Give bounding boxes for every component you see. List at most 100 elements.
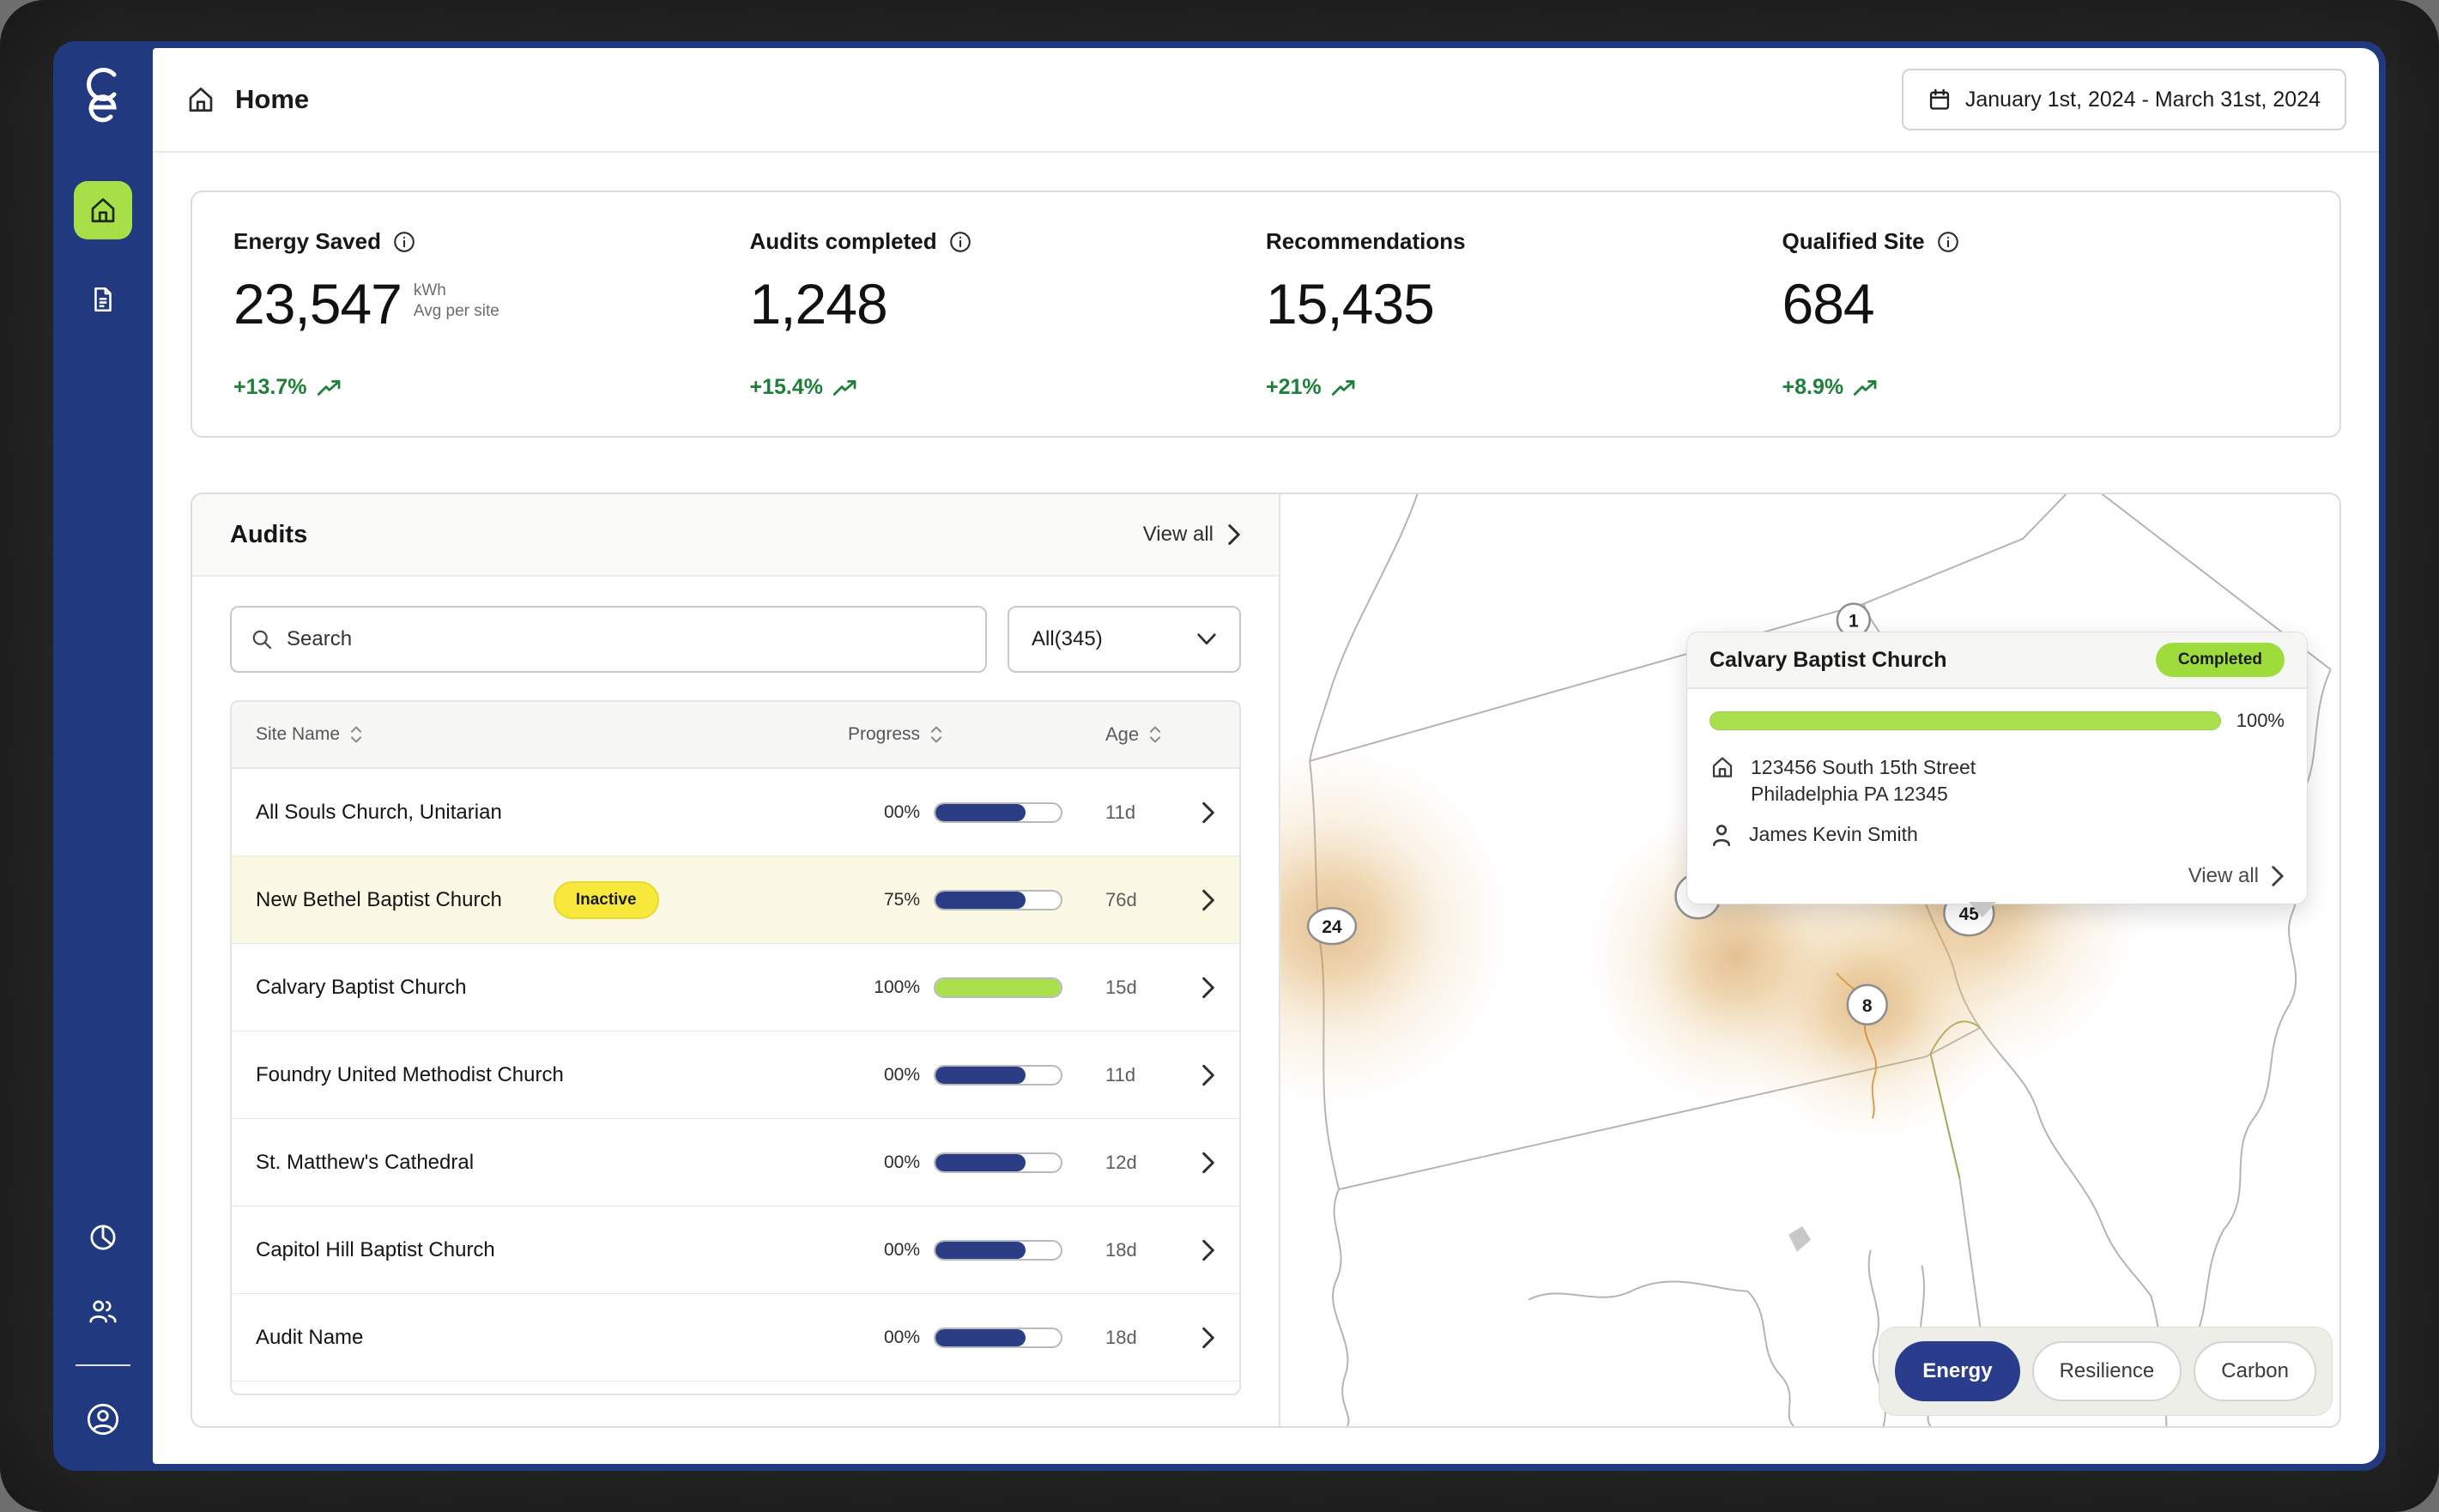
sidebar-footer xyxy=(74,1208,132,1471)
chevron-right-icon[interactable] xyxy=(1201,1063,1215,1087)
age-value: 11d xyxy=(1105,1063,1136,1086)
app-window: Home January 1st, 2024 - March 31st, 202… xyxy=(53,41,2386,1471)
progress-bar xyxy=(934,801,1062,823)
stat-delta: +13.7% xyxy=(233,375,750,400)
profile-icon xyxy=(87,1403,119,1436)
date-range-label: January 1st, 2024 - March 31st, 2024 xyxy=(1964,87,2321,112)
popup-view-all-link[interactable]: View all xyxy=(2188,864,2285,888)
site-popup-card: Calvary Baptist Church Completed 100% xyxy=(1686,632,2308,917)
table-row[interactable]: Audit Name 00% 18d xyxy=(232,1294,1239,1382)
search-input[interactable] xyxy=(287,627,966,651)
popup-site-name: Calvary Baptist Church xyxy=(1710,647,1947,672)
popup-progress-percent: 100% xyxy=(2236,710,2285,731)
stat-label: Qualified Site xyxy=(1782,228,1925,254)
site-name: St. Matthew's Cathedral xyxy=(256,1150,475,1174)
audits-view-all-link[interactable]: View all xyxy=(1143,523,1241,547)
info-icon[interactable] xyxy=(393,231,415,253)
popup-address: 123456 South 15th Street Philadelphia PA … xyxy=(1751,756,1976,806)
trending-up-icon xyxy=(1854,379,1877,396)
audits-map-section: Audits View all All(345) xyxy=(191,493,2341,1428)
layer-toggle-energy[interactable]: Energy xyxy=(1895,1341,2020,1401)
stat-value: 15,435 xyxy=(1266,272,1435,336)
chevron-right-icon xyxy=(1228,524,1240,545)
site-name: Audit Name xyxy=(256,1325,364,1349)
table-row[interactable]: All Souls Church, Unitarian 00% 11d xyxy=(232,769,1239,856)
column-header-progress[interactable]: Progress xyxy=(848,723,1073,746)
sidebar-item-documents[interactable] xyxy=(74,270,132,329)
chevron-right-icon[interactable] xyxy=(1201,801,1215,825)
trending-up-icon xyxy=(833,379,856,396)
stat-audits-completed: Audits completed 1,248 +15.4% xyxy=(750,228,1267,400)
sidebar-item-reports[interactable] xyxy=(74,1208,132,1267)
page-body: Energy Saved 23,547 kWh Avg per site +13.… xyxy=(153,153,2379,1464)
layer-toggle-resilience[interactable]: Resilience xyxy=(2031,1341,2182,1401)
person-icon xyxy=(1712,824,1731,846)
age-value: 11d xyxy=(1105,801,1136,823)
stat-label: Audits completed xyxy=(749,228,937,254)
progress-percent: 00% xyxy=(883,1327,920,1347)
date-range-picker[interactable]: January 1st, 2024 - March 31st, 2024 xyxy=(1901,69,2346,130)
sort-icon xyxy=(1150,726,1161,743)
stat-delta: +15.4% xyxy=(750,375,1267,400)
site-name: Capitol Hill Baptist Church xyxy=(256,1237,495,1261)
page-title: Home xyxy=(235,84,310,114)
layer-toggle-carbon[interactable]: Carbon xyxy=(2194,1341,2316,1401)
progress-bar xyxy=(934,1152,1062,1173)
table-row[interactable]: Foundry United Methodist Church 00% 11d xyxy=(232,1031,1239,1119)
age-value: 76d xyxy=(1105,888,1137,910)
table-row[interactable]: Calvary Baptist Church 100% 15d xyxy=(232,944,1239,1031)
sidebar-item-profile[interactable] xyxy=(74,1390,132,1448)
popup-header: Calvary Baptist Church Completed xyxy=(1687,632,2307,689)
chevron-right-icon[interactable] xyxy=(1201,1151,1215,1175)
chevron-right-icon[interactable] xyxy=(1201,976,1215,1000)
page-header: Home January 1st, 2024 - March 31st, 202… xyxy=(153,48,2379,153)
info-icon[interactable] xyxy=(1937,231,1959,253)
popup-progress-bar xyxy=(1710,711,2221,730)
audits-table-body: All Souls Church, Unitarian 00% 11d xyxy=(232,769,1239,1382)
progress-percent: 00% xyxy=(883,1152,920,1172)
column-header-age[interactable]: Age xyxy=(1073,723,1176,746)
stat-delta: +21% xyxy=(1266,375,1782,400)
site-name: All Souls Church, Unitarian xyxy=(256,800,502,824)
chevron-down-icon xyxy=(1197,633,1216,644)
site-name: Calvary Baptist Church xyxy=(256,975,467,999)
status-badge: Inactive xyxy=(553,880,659,919)
table-footer-spacer xyxy=(232,1382,1239,1394)
info-icon[interactable] xyxy=(949,231,971,253)
search-icon xyxy=(252,630,272,650)
age-value: 15d xyxy=(1105,976,1137,998)
sidebar xyxy=(53,41,153,1471)
table-row[interactable]: Capitol Hill Baptist Church 00% 18d xyxy=(232,1207,1239,1294)
kpi-card: Energy Saved 23,547 kWh Avg per site +13.… xyxy=(191,191,2341,438)
pie-chart-icon xyxy=(90,1225,116,1250)
completed-badge: Completed xyxy=(2155,643,2285,677)
progress-percent: 00% xyxy=(883,1239,920,1260)
main-content: Home January 1st, 2024 - March 31st, 202… xyxy=(153,48,2379,1464)
chevron-right-icon[interactable] xyxy=(1201,1326,1215,1350)
age-value: 18d xyxy=(1105,1326,1137,1348)
audits-table-header: Site Name Progress Age xyxy=(232,702,1239,769)
stat-energy-saved: Energy Saved 23,547 kWh Avg per site +13.… xyxy=(233,228,750,400)
stat-label: Recommendations xyxy=(1266,228,1466,254)
marker-count-label: 24 xyxy=(1322,917,1342,937)
chevron-right-icon[interactable] xyxy=(1201,1238,1215,1262)
table-row[interactable]: New Bethel Baptist Church Inactive 75% 7… xyxy=(232,856,1239,944)
sidebar-item-team[interactable] xyxy=(74,1282,132,1340)
map-panel: 24 1 45 8 Calvary Baptist Church Complet… xyxy=(1280,494,2339,1426)
stat-value: 684 xyxy=(1782,272,1875,336)
popup-contact-row: James Kevin Smith xyxy=(1710,821,2285,848)
map-marker-8[interactable] xyxy=(1846,983,1888,1025)
chevron-right-icon[interactable] xyxy=(1201,888,1215,912)
progress-percent: 00% xyxy=(883,1064,920,1085)
filter-dropdown[interactable]: All(345) xyxy=(1008,606,1241,673)
sidebar-item-home[interactable] xyxy=(74,181,132,239)
home-icon xyxy=(1712,757,1733,777)
map-marker-24[interactable] xyxy=(1306,906,1358,946)
map-layer-toggle-group: Energy Resilience Carbon xyxy=(1879,1327,2333,1416)
table-row[interactable]: St. Matthew's Cathedral 00% 12d xyxy=(232,1119,1239,1207)
column-header-site-name[interactable]: Site Name xyxy=(256,723,848,746)
age-value: 12d xyxy=(1105,1151,1137,1173)
trending-up-icon xyxy=(317,379,340,396)
stat-label: Energy Saved xyxy=(233,228,381,254)
stat-value: 23,547 xyxy=(233,272,402,336)
